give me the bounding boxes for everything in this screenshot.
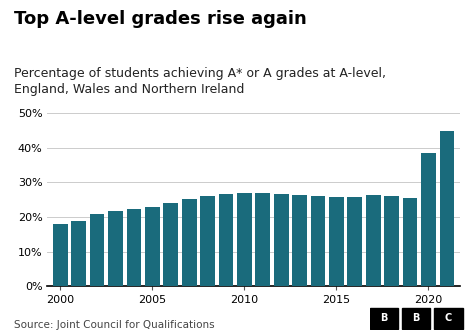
FancyBboxPatch shape [402, 308, 430, 328]
FancyBboxPatch shape [370, 308, 398, 328]
Bar [182, 199, 197, 286]
Bar [366, 195, 381, 286]
Bar [71, 220, 86, 286]
Text: B: B [412, 313, 420, 323]
FancyBboxPatch shape [434, 308, 463, 328]
Bar [127, 209, 141, 286]
Bar [90, 214, 104, 286]
Bar [255, 193, 270, 286]
Bar [53, 224, 68, 286]
Bar [403, 198, 418, 286]
Bar [219, 194, 233, 286]
Bar [310, 196, 325, 286]
Text: C: C [445, 313, 452, 323]
Text: Source: Joint Council for Qualifications: Source: Joint Council for Qualifications [14, 320, 215, 330]
Bar [439, 131, 454, 286]
Bar [145, 207, 160, 286]
Bar [384, 196, 399, 286]
Bar [164, 203, 178, 286]
Bar [329, 197, 344, 286]
Bar [274, 194, 289, 286]
Text: B: B [380, 313, 388, 323]
Text: Percentage of students achieving A* or A grades at A-level,
England, Wales and N: Percentage of students achieving A* or A… [14, 67, 386, 96]
Bar [421, 153, 436, 286]
Text: Top A-level grades rise again: Top A-level grades rise again [14, 10, 307, 28]
Bar [200, 196, 215, 286]
Bar [292, 195, 307, 286]
Bar [108, 211, 123, 286]
Bar [347, 197, 362, 286]
Bar [237, 193, 252, 286]
